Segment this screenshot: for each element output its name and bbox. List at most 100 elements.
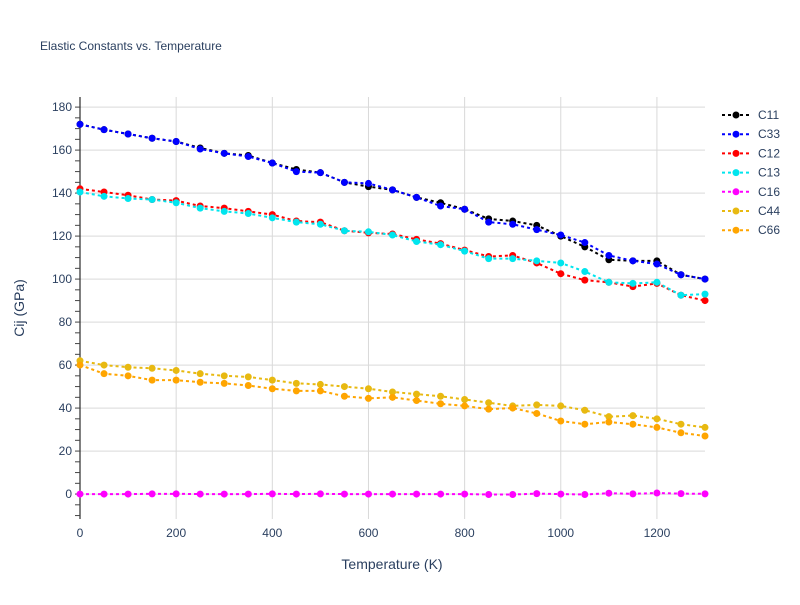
data-point <box>220 207 228 215</box>
data-point <box>196 378 204 386</box>
series-c13 <box>76 188 709 299</box>
x-axis-label: Temperature (K) <box>341 556 442 572</box>
y-tick-label: 160 <box>52 143 72 157</box>
data-point <box>76 490 84 498</box>
x-tick-label: 800 <box>455 526 475 540</box>
data-point <box>364 385 372 393</box>
x-tick-label: 0 <box>77 526 84 540</box>
data-point <box>701 432 709 440</box>
x-tick-label: 400 <box>262 526 282 540</box>
series-c44 <box>76 357 709 431</box>
legend-item: C66 <box>722 223 780 237</box>
data-point <box>389 388 396 396</box>
data-point <box>172 490 180 498</box>
data-point <box>364 228 372 236</box>
data-point <box>629 412 637 420</box>
data-point <box>413 390 421 398</box>
data-point <box>100 370 108 378</box>
data-point <box>148 490 156 498</box>
data-point <box>389 231 396 239</box>
data-point <box>413 397 421 405</box>
data-point <box>172 376 180 384</box>
data-point <box>364 179 372 187</box>
data-point <box>677 420 685 428</box>
data-point <box>413 490 421 498</box>
data-point <box>364 394 372 402</box>
data-point <box>268 214 276 222</box>
legend-marker <box>732 149 740 157</box>
data-point <box>340 383 348 391</box>
y-tick-label: 80 <box>59 315 73 329</box>
data-point <box>148 376 156 384</box>
data-point <box>244 153 252 161</box>
data-point <box>653 489 661 497</box>
data-point <box>509 220 517 228</box>
data-point <box>701 490 709 498</box>
data-point <box>557 270 565 278</box>
data-point <box>461 402 469 410</box>
data-point <box>605 251 613 259</box>
data-point <box>196 145 204 153</box>
data-point <box>100 361 108 369</box>
y-tick-label: 0 <box>65 487 72 501</box>
data-point <box>677 429 685 437</box>
data-point <box>437 392 445 400</box>
data-point <box>485 490 493 498</box>
data-point <box>629 279 637 287</box>
data-point <box>605 418 613 426</box>
data-point <box>533 257 541 265</box>
series-c16 <box>76 489 709 498</box>
data-point <box>100 192 108 200</box>
data-point <box>485 218 493 226</box>
data-point <box>701 275 709 283</box>
data-point <box>629 490 637 498</box>
legend-label: C44 <box>758 204 780 218</box>
series-layer <box>76 120 709 498</box>
data-point <box>557 490 565 498</box>
data-point <box>172 138 180 146</box>
legend-label: C12 <box>758 146 780 160</box>
data-point <box>581 490 589 498</box>
legend-item: C12 <box>722 146 780 160</box>
data-point <box>292 379 300 387</box>
data-point <box>148 364 156 372</box>
legend-item: C16 <box>722 185 780 199</box>
data-point <box>316 490 324 498</box>
data-point <box>629 420 637 428</box>
data-point <box>76 361 84 369</box>
legend-label: C66 <box>758 223 780 237</box>
data-point <box>292 387 300 395</box>
data-point <box>124 130 132 138</box>
data-point <box>461 205 469 213</box>
data-point <box>292 490 300 498</box>
data-point <box>244 373 252 381</box>
data-point <box>292 218 300 226</box>
legend-item: C11 <box>722 108 779 122</box>
data-point <box>268 376 276 384</box>
series-c66 <box>76 361 709 440</box>
legend-item: C44 <box>722 204 780 218</box>
data-point <box>437 400 445 408</box>
x-tick-label: 1200 <box>644 526 671 540</box>
data-point <box>316 169 324 177</box>
y-tick-label: 180 <box>52 100 72 114</box>
series-line <box>79 191 706 297</box>
legend-marker <box>732 188 740 196</box>
y-tick-label: 60 <box>59 358 73 372</box>
data-point <box>196 370 204 378</box>
data-point <box>653 278 661 286</box>
data-point <box>485 399 493 407</box>
data-point <box>316 380 324 388</box>
data-point <box>557 402 565 410</box>
data-point <box>292 168 300 176</box>
data-point <box>340 392 348 400</box>
data-point <box>605 489 613 497</box>
data-point <box>701 423 709 431</box>
data-point <box>124 194 132 202</box>
data-point <box>413 193 421 201</box>
data-point <box>148 134 156 142</box>
legend-label: C33 <box>758 127 780 141</box>
legend-item: C33 <box>722 127 780 141</box>
data-point <box>701 290 709 298</box>
legend-marker <box>732 226 740 234</box>
